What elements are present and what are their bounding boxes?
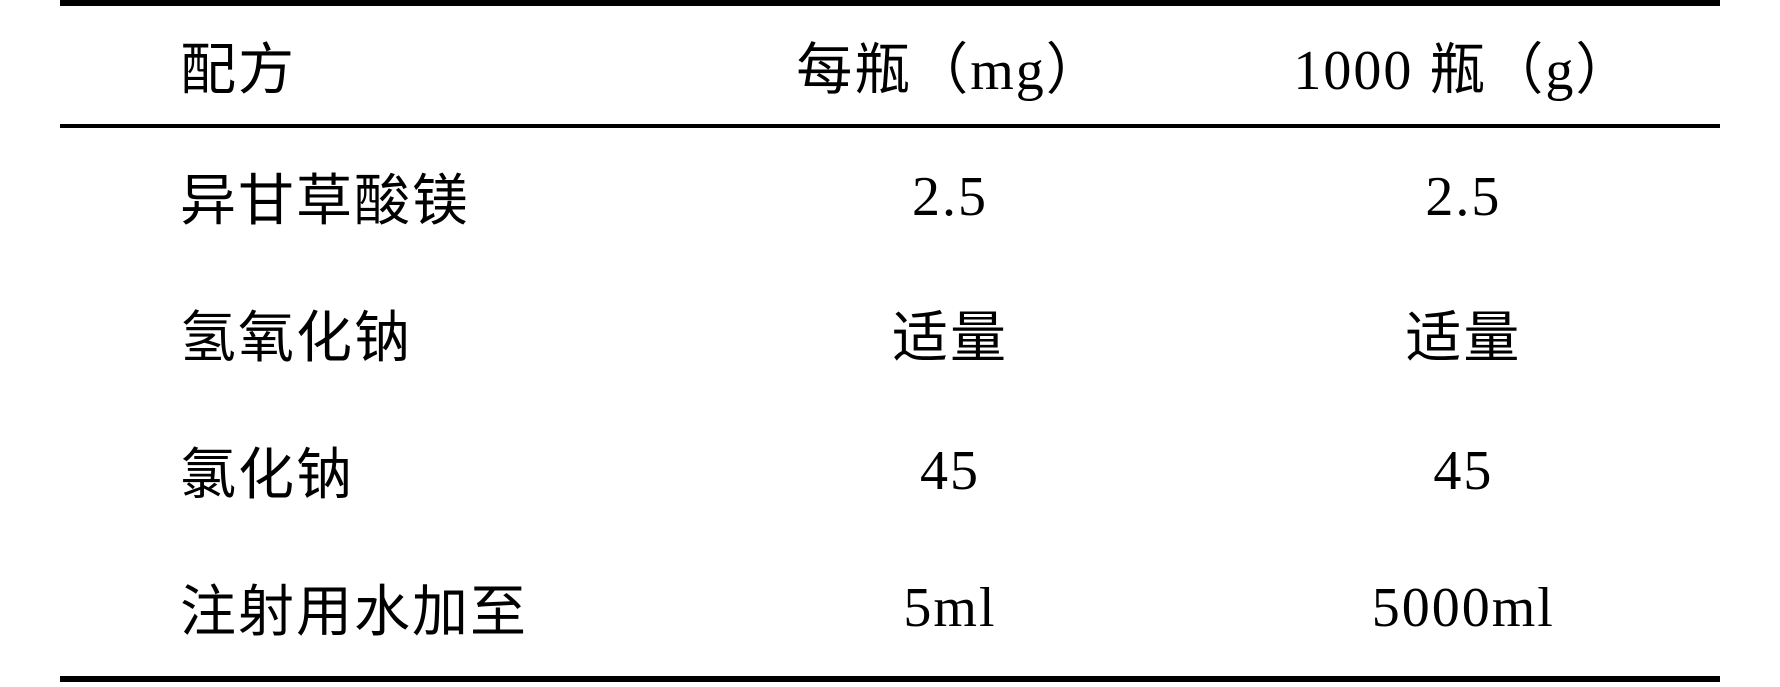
table-header-row: 配方 每瓶（mg） 1000 瓶（g） [60,0,1720,128]
ingredient-name: 氢氧化钠 [60,293,693,374]
per-1000-value: 适量 [1207,293,1720,374]
per-bottle-value: 45 [693,439,1206,503]
ingredient-name: 注射用水加至 [60,567,693,648]
column-header-formula: 配方 [60,25,693,106]
formulation-table: 配方 每瓶（mg） 1000 瓶（g） 异甘草酸镁 2.5 2.5 氢氧化钠 适… [0,0,1780,687]
ingredient-name: 氯化钠 [60,430,693,511]
per-1000-value: 2.5 [1207,165,1720,229]
column-header-1000-bottles: 1000 瓶（g） [1207,25,1720,106]
ingredient-name: 异甘草酸镁 [60,156,693,237]
table-row: 注射用水加至 5ml 5000ml [60,539,1720,682]
table-row: 异甘草酸镁 2.5 2.5 [60,128,1720,265]
per-bottle-value: 5ml [693,576,1206,640]
per-bottle-value: 2.5 [693,165,1206,229]
table-row: 氯化钠 45 45 [60,402,1720,539]
column-header-per-bottle: 每瓶（mg） [693,25,1206,106]
per-1000-value: 45 [1207,439,1720,503]
table-row: 氢氧化钠 适量 适量 [60,265,1720,402]
per-1000-value: 5000ml [1207,576,1720,640]
per-bottle-value: 适量 [693,293,1206,374]
